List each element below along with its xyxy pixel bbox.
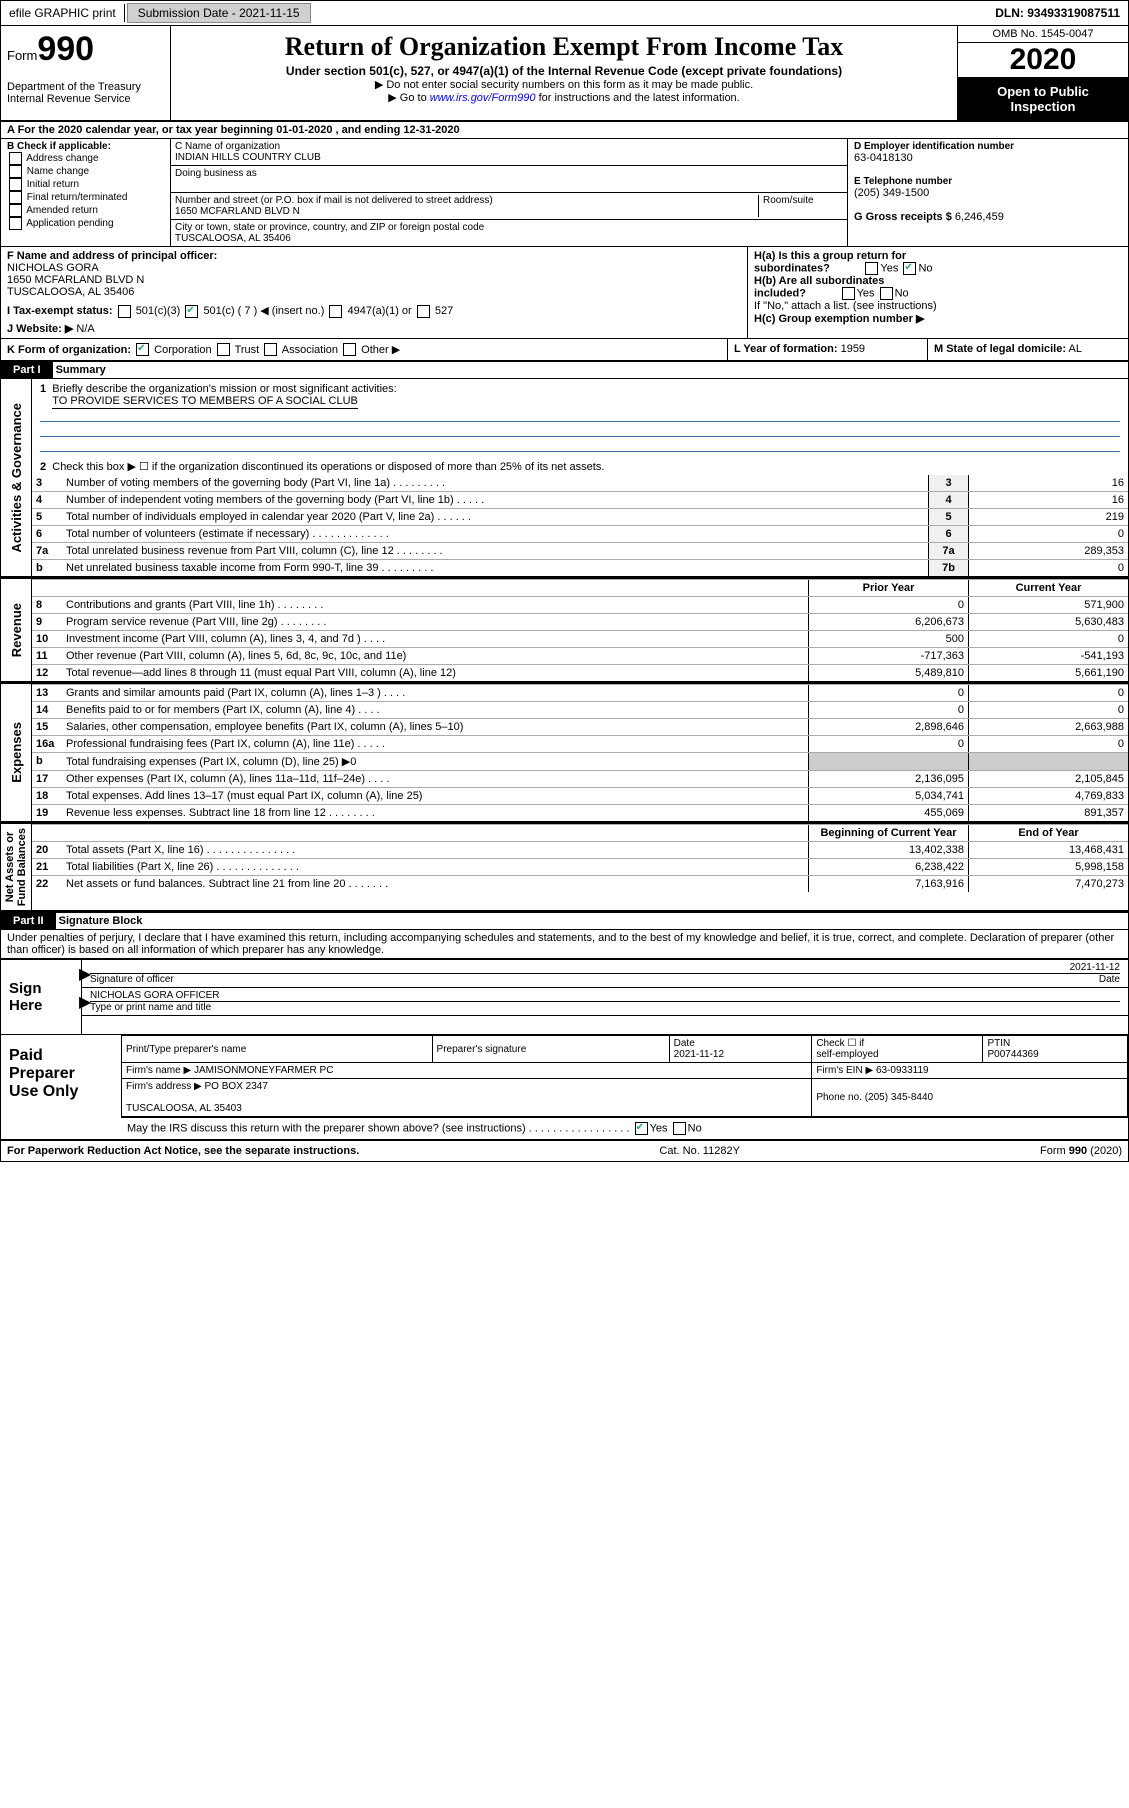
form-note1: ▶ Do not enter social security numbers o…	[177, 78, 951, 91]
inspection-label: Open to Public Inspection	[958, 78, 1128, 120]
section-f-j: F Name and address of principal officer:…	[1, 247, 1128, 339]
top-bar: efile GRAPHIC print Submission Date - 20…	[1, 1, 1128, 26]
col-c: C Name of organizationINDIAN HILLS COUNT…	[171, 139, 848, 246]
col-d-e-g: D Employer identification number 63-0418…	[848, 139, 1128, 246]
section-b-h: B Check if applicable: Address change Na…	[1, 139, 1128, 247]
form-subtitle: Under section 501(c), 527, or 4947(a)(1)…	[177, 64, 951, 78]
paid-preparer: Paid Preparer Use Only Print/Type prepar…	[1, 1035, 1128, 1141]
header: Form990 Department of the Treasury Inter…	[1, 26, 1128, 122]
form-note2: ▶ Go to www.irs.gov/Form990 for instruct…	[177, 91, 951, 104]
form-title: Return of Organization Exempt From Incom…	[177, 32, 951, 62]
declaration: Under penalties of perjury, I declare th…	[1, 930, 1128, 958]
row-a: A For the 2020 calendar year, or tax yea…	[1, 122, 1128, 139]
dept-label: Department of the Treasury Internal Reve…	[7, 81, 141, 105]
sign-here: Sign Here ▶ 2021-11-12 Signature of offi…	[1, 958, 1128, 1035]
part2-bar: Part II Signature Block	[1, 911, 1128, 930]
efile-label: efile GRAPHIC print	[1, 4, 125, 22]
submission-date-button[interactable]: Submission Date - 2021-11-15	[127, 3, 311, 23]
summary-governance: Activities & Governance 1 Briefly descri…	[1, 379, 1128, 577]
col-b: B Check if applicable: Address change Na…	[1, 139, 171, 246]
tax-year: 2020	[958, 43, 1128, 78]
row-k: K Form of organization: Corporation Trus…	[1, 339, 1128, 363]
footer: For Paperwork Reduction Act Notice, see …	[1, 1141, 1128, 1161]
part1-bar: Part I Summary	[1, 362, 1128, 379]
summary-revenue: Revenue Prior YearCurrent Year 8Contribu…	[1, 577, 1128, 682]
dln-label: DLN: 93493319087511	[987, 4, 1128, 22]
summary-netassets: Net Assets or Fund Balances Beginning of…	[1, 822, 1128, 911]
form-container: efile GRAPHIC print Submission Date - 20…	[0, 0, 1129, 1162]
irs-link[interactable]: www.irs.gov/Form990	[430, 92, 536, 104]
summary-expenses: Expenses 13Grants and similar amounts pa…	[1, 682, 1128, 822]
form-label: Form990	[7, 48, 94, 63]
omb-label: OMB No. 1545-0047	[958, 26, 1128, 43]
